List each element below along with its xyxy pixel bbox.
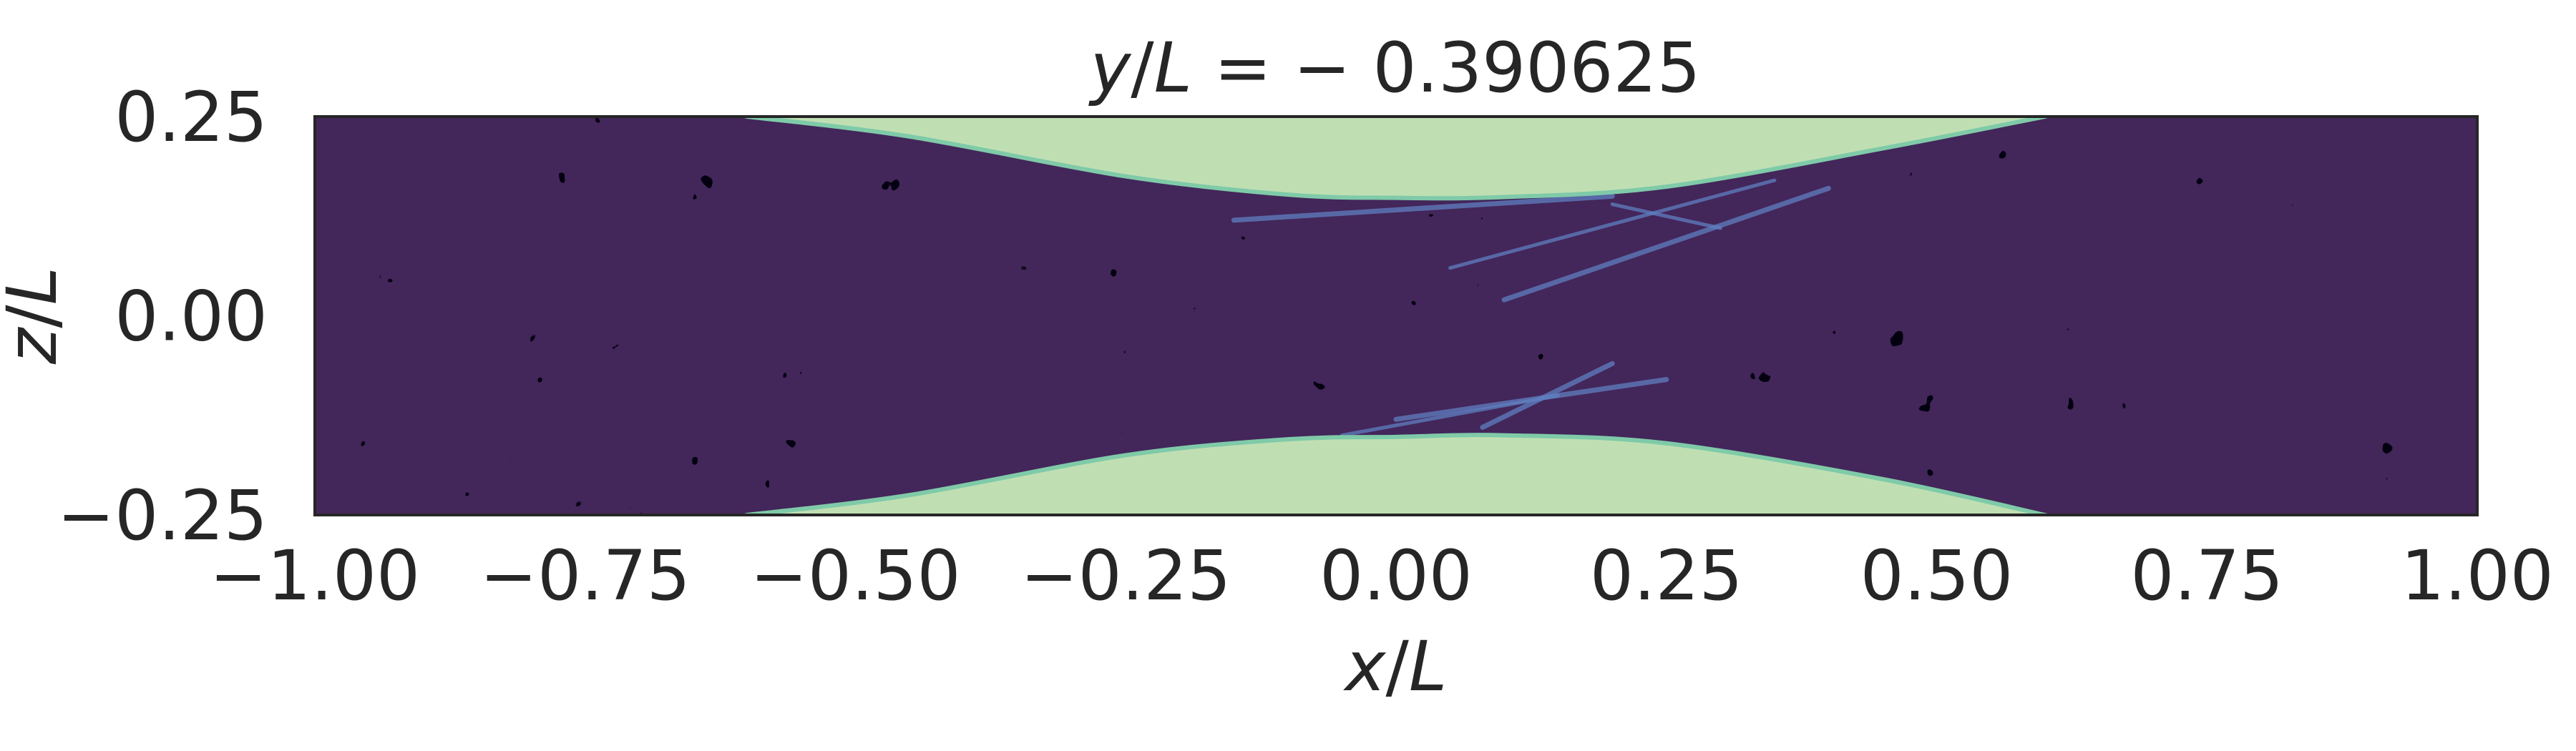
- x-tick-label: 0.00: [1319, 536, 1473, 616]
- x-axis-label: x/L: [1343, 627, 1448, 707]
- y-tick-label: −0.25: [57, 476, 268, 556]
- streak-line: [1480, 360, 1615, 430]
- y-axis-ticks: 0.25 0.00 −0.25: [57, 77, 268, 556]
- x-tick-label: 0.25: [1590, 536, 1743, 616]
- x-axis-ticks: −1.00 −0.75 −0.50 −0.25 0.00 0.25 0.50 0.75 1.00: [210, 536, 2554, 616]
- y-axis-label: z/L: [0, 267, 72, 365]
- streak-layer: [1231, 178, 1831, 438]
- x-tick-label: 1.00: [2401, 536, 2554, 616]
- x-tick-label: 0.50: [1860, 536, 2014, 616]
- streak-line: [1340, 393, 1561, 438]
- plot-frame: [313, 115, 2479, 516]
- y-tick-label: 0.25: [114, 77, 268, 157]
- y-tick-label: 0.00: [114, 277, 268, 357]
- streak-line: [1448, 178, 1777, 270]
- streak-line: [1231, 193, 1615, 223]
- x-tick-label: 0.75: [2130, 536, 2283, 616]
- constriction-bottom: [745, 433, 2047, 515]
- streak-line: [1610, 202, 1722, 230]
- x-tick-label: −0.25: [1020, 536, 1231, 616]
- x-tick-label: −0.50: [750, 536, 960, 616]
- plot-area: [315, 117, 2477, 515]
- constriction-top: [745, 117, 2047, 201]
- x-tick-label: −1.00: [210, 536, 420, 616]
- streak-line: [1501, 185, 1831, 303]
- chart-title: y/L = − 0.390625: [1088, 28, 1700, 108]
- x-tick-label: −0.75: [480, 536, 691, 616]
